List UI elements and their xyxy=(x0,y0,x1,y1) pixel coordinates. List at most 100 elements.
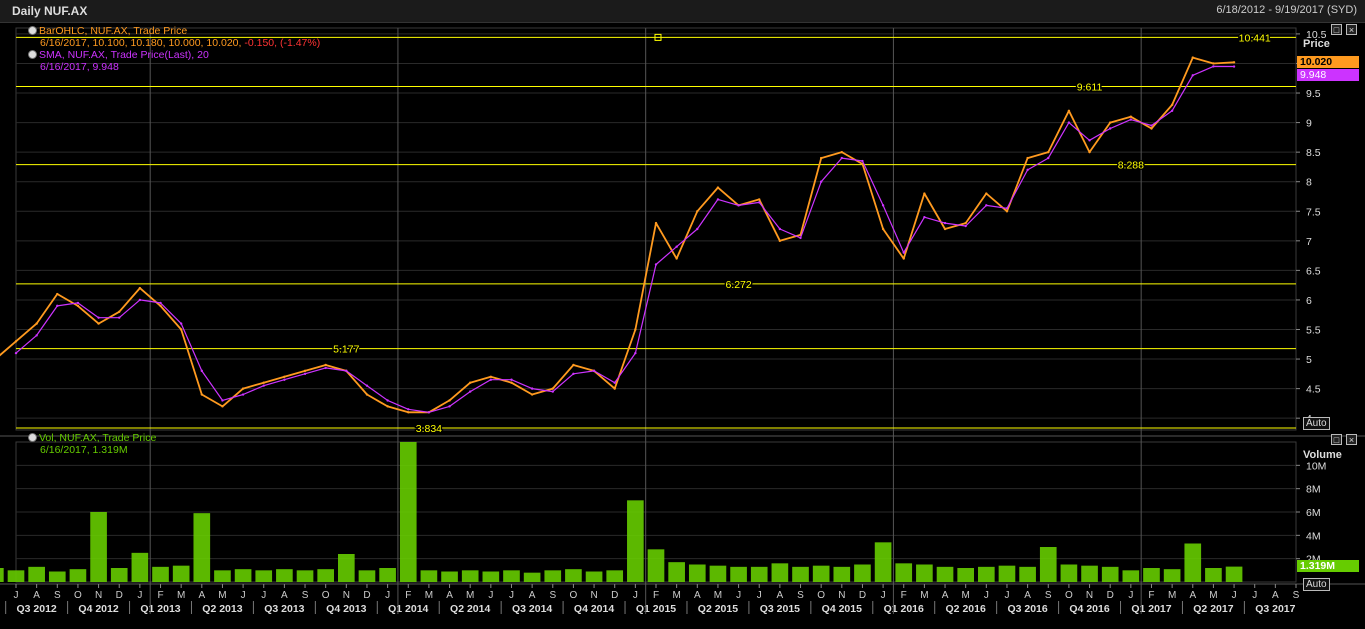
month-tick-label: F xyxy=(405,590,411,601)
volume-bar xyxy=(1019,566,1036,582)
volume-bar xyxy=(750,566,768,582)
month-tick-label: S xyxy=(54,590,61,601)
month-tick-label: J xyxy=(984,590,989,601)
price-series-line-point xyxy=(778,239,782,243)
volume-bar xyxy=(296,570,314,582)
sma-series-line-point xyxy=(468,390,472,393)
price-series-line-point xyxy=(696,210,699,213)
maximize-volume-panel-icon[interactable]: □ xyxy=(1331,434,1342,445)
volume-auto-scale-button[interactable]: Auto xyxy=(1303,578,1330,591)
month-tick-label: A xyxy=(446,590,453,601)
month-tick-label: A xyxy=(198,590,205,601)
price-series-line-point xyxy=(324,363,327,367)
sma-series-line-point xyxy=(303,372,307,376)
price-series-line-point xyxy=(1026,156,1029,160)
month-tick-label: A xyxy=(777,590,784,601)
sma-series-line-point xyxy=(530,387,534,390)
legend-settings-icon[interactable] xyxy=(28,433,37,442)
sma-series-line-point xyxy=(861,159,864,163)
volume-bar xyxy=(399,442,417,582)
month-tick-label: D xyxy=(363,590,370,601)
month-tick-label: J xyxy=(736,590,741,601)
ohlc-legend-values: 6/16/2017, 10.100, 10.180, 10.000, 10.02… xyxy=(40,37,245,49)
volume-bar xyxy=(812,565,830,582)
sma-series-line-point xyxy=(1026,168,1029,172)
sma-series-line-point xyxy=(97,316,100,319)
volume-bar xyxy=(792,566,809,582)
close-panel-icon[interactable]: × xyxy=(1346,24,1357,35)
volume-legend-name: Vol, NUF.AX, Trade Price xyxy=(39,432,157,444)
price-tick-label: 5.5 xyxy=(1306,325,1321,337)
price-series-line-point xyxy=(675,257,678,260)
price-series-line-point xyxy=(262,381,265,384)
sma-series-line-point xyxy=(696,227,699,231)
price-legend[interactable]: BarOHLC, NUF.AX, Trade Price 6/16/2017, … xyxy=(28,25,320,73)
price-series-line-point xyxy=(530,393,534,396)
volume-tick-label: 4M xyxy=(1306,530,1321,542)
price-tick-label: 7 xyxy=(1306,236,1312,248)
quarter-tick-label: Q3 2015 xyxy=(760,603,800,615)
maximize-panel-icon[interactable]: □ xyxy=(1331,24,1342,35)
volume-bar xyxy=(1081,565,1098,582)
volume-bar xyxy=(606,570,624,582)
price-tick-label: 6.5 xyxy=(1306,265,1321,277)
volume-bar xyxy=(441,571,458,582)
sma-series-line-point xyxy=(1232,65,1236,68)
sma-series-line-point xyxy=(737,204,740,207)
volume-bar xyxy=(214,570,231,582)
volume-bar xyxy=(1143,568,1160,582)
month-tick-label: J xyxy=(1232,590,1237,601)
legend-settings-icon[interactable] xyxy=(28,50,37,59)
month-tick-label: S xyxy=(302,590,309,601)
price-series-line-point xyxy=(1232,61,1236,64)
volume-bar xyxy=(978,566,995,582)
quarter-tick-label: Q2 2017 xyxy=(1193,603,1233,615)
sma-series-line-point xyxy=(1108,127,1112,130)
price-plot-frame xyxy=(15,27,1297,431)
quarter-tick-label: Q2 2013 xyxy=(202,603,242,615)
month-tick-label: J xyxy=(1004,590,1009,601)
quarter-tick-label: Q2 2015 xyxy=(698,603,738,615)
price-series-line-point xyxy=(386,405,389,408)
price-series-line-point xyxy=(283,375,286,378)
month-tick-label: O xyxy=(1065,590,1073,601)
price-auto-scale-button[interactable]: Auto xyxy=(1303,417,1330,430)
price-tick-label: 9 xyxy=(1306,118,1312,130)
month-tick-label: M xyxy=(466,590,474,601)
volume-bar xyxy=(895,563,913,582)
price-series-line-point xyxy=(221,405,224,408)
price-series-line-point xyxy=(159,304,162,308)
sma-series-line-point xyxy=(200,369,204,373)
volume-tick-label: 8M xyxy=(1306,484,1321,496)
sma-series-line-point xyxy=(345,369,348,373)
volume-legend[interactable]: Vol, NUF.AX, Trade Price 6/16/2017, 1.31… xyxy=(28,432,156,456)
chart-svg[interactable]: 10.5109.598.587.576.565.554.5410M8M6M4M2… xyxy=(0,22,1365,624)
volume-bar xyxy=(1163,569,1181,582)
price-series-line-point xyxy=(716,186,720,189)
month-tick-label: N xyxy=(1086,590,1093,601)
price-series-line-point xyxy=(902,257,905,260)
price-tick-label: 9.5 xyxy=(1306,88,1321,100)
price-level-label: 9.611 xyxy=(1077,81,1103,93)
volume-bar xyxy=(420,570,438,582)
sma-series-line-point xyxy=(840,156,844,160)
sma-value-tag: 9.948 xyxy=(1297,69,1359,81)
month-tick-label: F xyxy=(901,590,907,601)
sma-series-line-point xyxy=(118,316,121,319)
volume-bar xyxy=(936,566,954,582)
legend-settings-icon[interactable] xyxy=(28,26,37,35)
price-series-line-point xyxy=(510,381,513,384)
volume-bar xyxy=(358,570,376,582)
quarter-tick-label: Q2 2014 xyxy=(450,603,490,615)
quarter-tick-label: Q3 2012 xyxy=(16,603,56,615)
volume-bar xyxy=(131,552,149,582)
price-tick-label: 4.5 xyxy=(1306,384,1321,396)
month-tick-label: J xyxy=(137,590,142,601)
quarter-tick-label: Q4 2014 xyxy=(574,603,614,615)
close-volume-panel-icon[interactable]: × xyxy=(1346,434,1357,445)
volume-bar xyxy=(338,554,355,582)
price-tick-label: 10.5 xyxy=(1306,29,1327,41)
price-series-line-point xyxy=(35,322,38,325)
month-tick-label: F xyxy=(1148,590,1154,601)
price-series-line-point xyxy=(654,221,658,225)
